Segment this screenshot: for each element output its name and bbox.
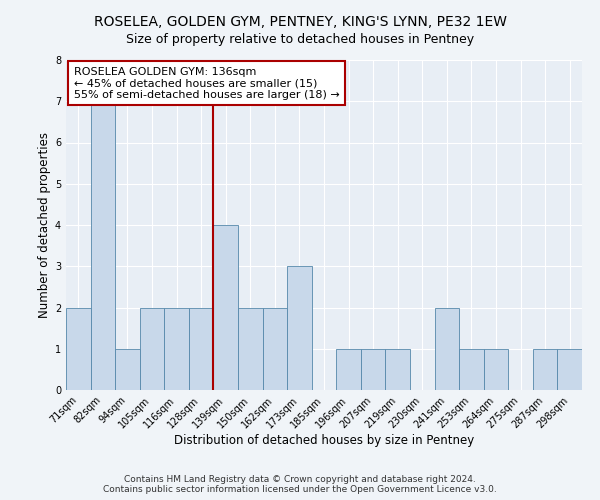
- Bar: [263, 308, 287, 390]
- Bar: [385, 349, 410, 390]
- Bar: [189, 308, 214, 390]
- X-axis label: Distribution of detached houses by size in Pentney: Distribution of detached houses by size …: [174, 434, 474, 447]
- Y-axis label: Number of detached properties: Number of detached properties: [38, 132, 51, 318]
- Bar: [66, 308, 91, 390]
- Text: Size of property relative to detached houses in Pentney: Size of property relative to detached ho…: [126, 32, 474, 46]
- Bar: [533, 349, 557, 390]
- Bar: [91, 101, 115, 390]
- Bar: [459, 349, 484, 390]
- Bar: [336, 349, 361, 390]
- Bar: [557, 349, 582, 390]
- Bar: [361, 349, 385, 390]
- Bar: [115, 349, 140, 390]
- Text: ROSELEA GOLDEN GYM: 136sqm
← 45% of detached houses are smaller (15)
55% of semi: ROSELEA GOLDEN GYM: 136sqm ← 45% of deta…: [74, 66, 340, 100]
- Bar: [287, 266, 312, 390]
- Bar: [214, 225, 238, 390]
- Text: Contains HM Land Registry data © Crown copyright and database right 2024.
Contai: Contains HM Land Registry data © Crown c…: [103, 474, 497, 494]
- Bar: [238, 308, 263, 390]
- Bar: [434, 308, 459, 390]
- Text: ROSELEA, GOLDEN GYM, PENTNEY, KING'S LYNN, PE32 1EW: ROSELEA, GOLDEN GYM, PENTNEY, KING'S LYN…: [94, 15, 506, 29]
- Bar: [164, 308, 189, 390]
- Bar: [484, 349, 508, 390]
- Bar: [140, 308, 164, 390]
